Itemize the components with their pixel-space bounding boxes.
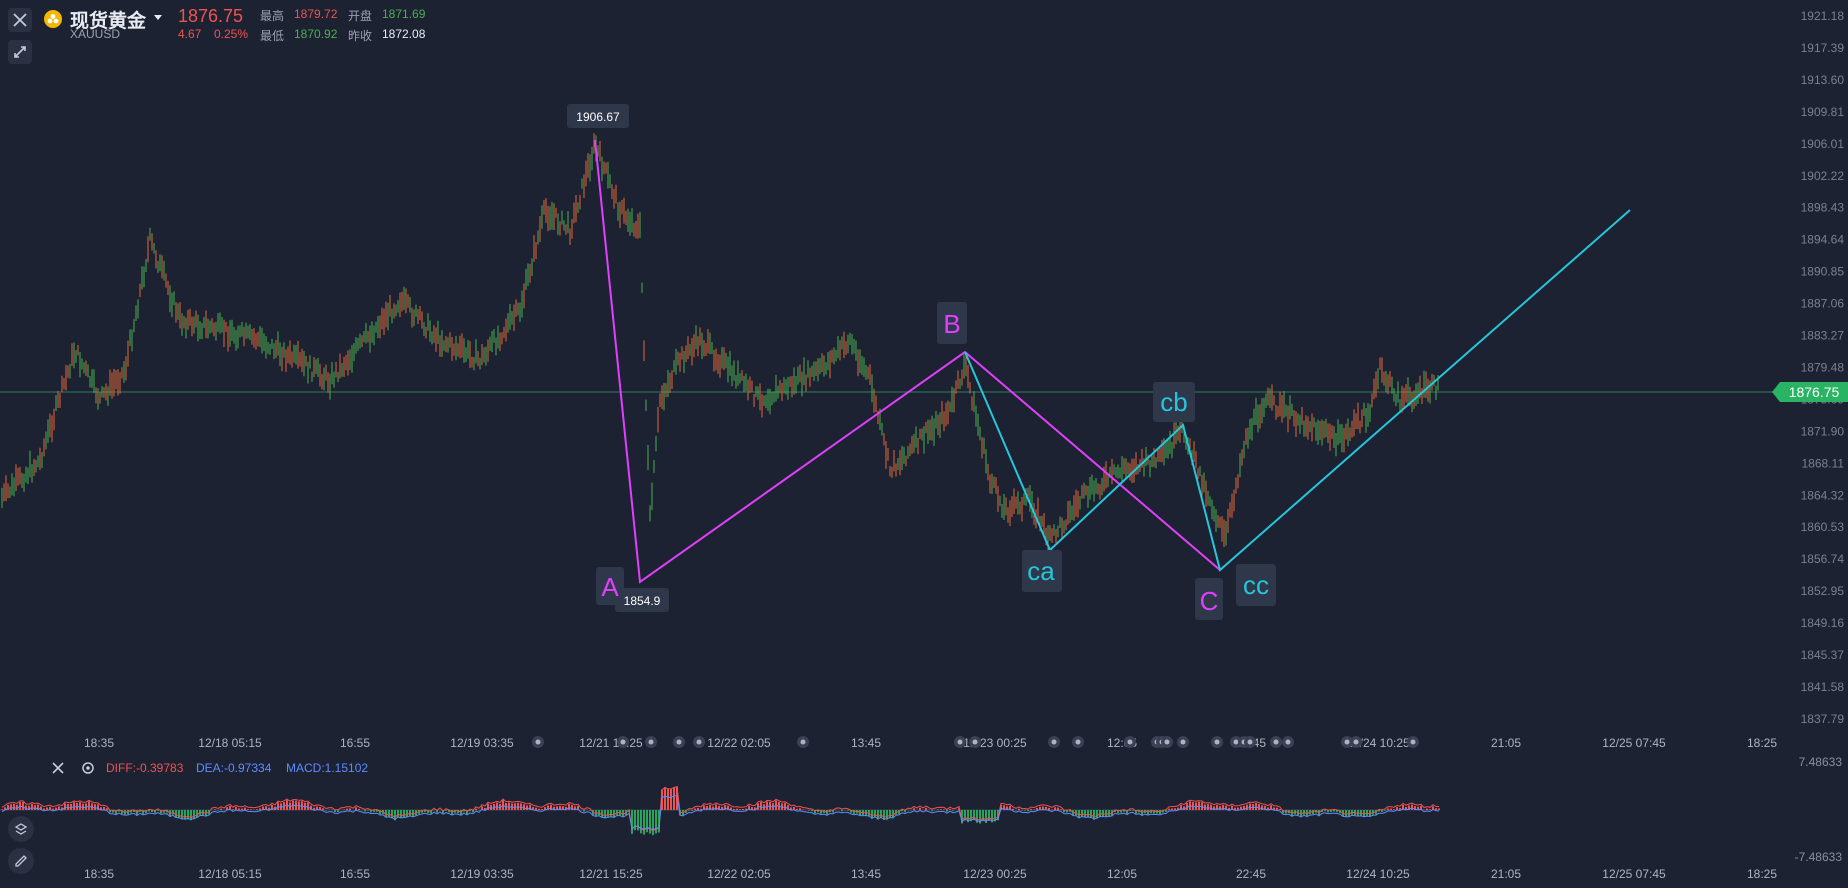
time-axis-label: 18:25 <box>1747 736 1777 750</box>
high-value: 1879.72 <box>294 7 338 21</box>
time-axis-label: 21:05 <box>1491 867 1521 881</box>
y-axis-label: 1902.22 <box>1801 169 1845 183</box>
wave-label-ca: ca <box>1027 556 1055 586</box>
price-change: 4.67 <box>178 27 202 41</box>
instrument-title[interactable]: 现货黄金 <box>70 11 147 32</box>
y-axis-label: 1871.90 <box>1801 424 1845 438</box>
time-axis-label: 12/23 00:25 <box>963 867 1027 881</box>
time-axis-label: 12/21 15:25 <box>579 867 643 881</box>
time-axis-label: 12/18 05:15 <box>198 736 262 750</box>
macd-settings-button[interactable] <box>80 760 96 781</box>
wave-label-b: B <box>943 309 960 339</box>
time-axis-label: 13:45 <box>851 736 881 750</box>
current-price: 1876.75 <box>178 6 244 26</box>
y-axis-label: 1856.74 <box>1801 552 1845 566</box>
wave-label-cb: cb <box>1160 387 1187 417</box>
y-axis-label: 1921.18 <box>1801 9 1845 23</box>
y-axis-label: 1849.16 <box>1801 616 1845 630</box>
gold-coin-icon <box>44 10 62 28</box>
time-axis-label: 18:25 <box>1747 867 1777 881</box>
macd-histogram <box>1 786 1440 836</box>
y-axis-label: 1841.58 <box>1801 680 1845 694</box>
time-axis-label: 12/18 05:15 <box>198 867 262 881</box>
y-axis-label: 1883.27 <box>1801 329 1845 343</box>
low-value-label: 1854.9 <box>624 594 661 608</box>
current-price-tag: 1876.75 <box>1772 382 1848 402</box>
price-y-axis: 1921.18 1917.39 1913.60 1909.81 1906.01 1902.… <box>1801 9 1845 726</box>
time-axis-label: 12/19 03:35 <box>450 867 514 881</box>
prev-close-label: 昨收 <box>348 29 373 43</box>
low-value: 1870.92 <box>294 27 338 41</box>
y-axis-label: 1887.06 <box>1801 297 1845 311</box>
y-axis-label: 1845.37 <box>1801 648 1845 662</box>
time-axis-label: 12/22 02:05 <box>707 867 771 881</box>
time-axis-label: 12/25 07:45 <box>1602 867 1666 881</box>
macd-diff-value: DIFF:-0.39783 <box>106 761 184 775</box>
y-axis-label: 1890.85 <box>1801 265 1845 279</box>
y-axis-label: 1879.48 <box>1801 360 1845 374</box>
event-markers <box>532 736 1419 748</box>
high-label: 最高 <box>260 9 285 23</box>
time-axis-label: 13:45 <box>851 867 881 881</box>
layers-button[interactable] <box>8 816 34 842</box>
y-axis-label: 1837.79 <box>1801 712 1845 726</box>
y-axis-label: 1864.32 <box>1801 488 1845 502</box>
instrument-symbol: XAUUSD <box>70 27 121 41</box>
chevron-down-icon[interactable] <box>152 10 164 28</box>
wave-sub-line <box>964 209 1631 572</box>
time-axis-label: 12/19 03:35 <box>450 736 514 750</box>
price-change-pct: 0.25% <box>214 27 249 41</box>
time-axis-macd: 18:35 12/18 05:15 16:55 12/19 03:35 12/21 15… <box>84 867 1777 881</box>
expand-button[interactable] <box>8 40 32 64</box>
y-axis-label: 1894.64 <box>1801 233 1845 247</box>
wave-label-a: A <box>601 572 619 602</box>
settings-icon <box>82 762 94 774</box>
macd-macd-value: MACD:1.15102 <box>286 761 369 775</box>
time-axis-label: 12/24 10:25 <box>1346 867 1410 881</box>
time-axis-label: 12/24 10:25 <box>1346 736 1410 750</box>
open-value: 1871.69 <box>382 7 426 21</box>
y-axis-label: 1917.39 <box>1801 41 1845 55</box>
pencil-icon <box>15 855 27 867</box>
wave-label-cc: cc <box>1243 570 1269 600</box>
y-axis-label: 1868.11 <box>1802 456 1845 470</box>
price-candles <box>1 133 1439 551</box>
time-axis-label: 12/21 15:25 <box>579 736 643 750</box>
macd-y-bottom: -7.48633 <box>1795 850 1843 864</box>
macd-y-top: 7.48633 <box>1799 755 1843 769</box>
time-axis-label: 12/22 02:05 <box>707 736 771 750</box>
time-axis-label: 16:55 <box>340 736 370 750</box>
time-axis-label: 21:05 <box>1491 736 1521 750</box>
layers-icon <box>14 823 28 835</box>
time-axis-main: 18:35 12/18 05:15 16:55 12/19 03:35 12/21 15… <box>84 736 1777 750</box>
y-axis-label: 1906.01 <box>1801 137 1845 151</box>
low-label: 最低 <box>260 29 285 43</box>
macd-dea-line <box>1 794 1440 831</box>
y-axis-label: 1913.60 <box>1801 73 1845 87</box>
time-axis-label: 12/25 07:45 <box>1602 736 1666 750</box>
time-axis-label: 12:05 <box>1107 867 1137 881</box>
y-axis-label: 1898.43 <box>1801 201 1845 215</box>
y-axis-label: 1860.53 <box>1801 520 1845 534</box>
macd-diff-line <box>1 786 1440 832</box>
time-axis-label: 18:35 <box>84 736 114 750</box>
draw-button[interactable] <box>8 848 34 874</box>
close-icon <box>13 13 27 27</box>
close-icon <box>52 762 64 774</box>
open-label: 开盘 <box>348 9 373 23</box>
time-axis-label: 22:45 <box>1236 867 1266 881</box>
prev-close-value: 1872.08 <box>382 27 426 41</box>
time-axis-label: 16:55 <box>340 867 370 881</box>
wave-abc-line <box>594 139 1221 584</box>
high-value-label: 1906.67 <box>576 110 620 124</box>
y-axis-label: 1909.81 <box>1801 105 1845 119</box>
expand-icon <box>14 46 26 58</box>
close-chart-button[interactable] <box>8 8 32 32</box>
wave-label-c: C <box>1200 586 1219 616</box>
y-axis-label: 1852.95 <box>1801 584 1845 598</box>
macd-dea-value: DEA:-0.97334 <box>196 761 272 775</box>
macd-close-button[interactable] <box>50 760 66 781</box>
time-axis-label: 18:35 <box>84 867 114 881</box>
